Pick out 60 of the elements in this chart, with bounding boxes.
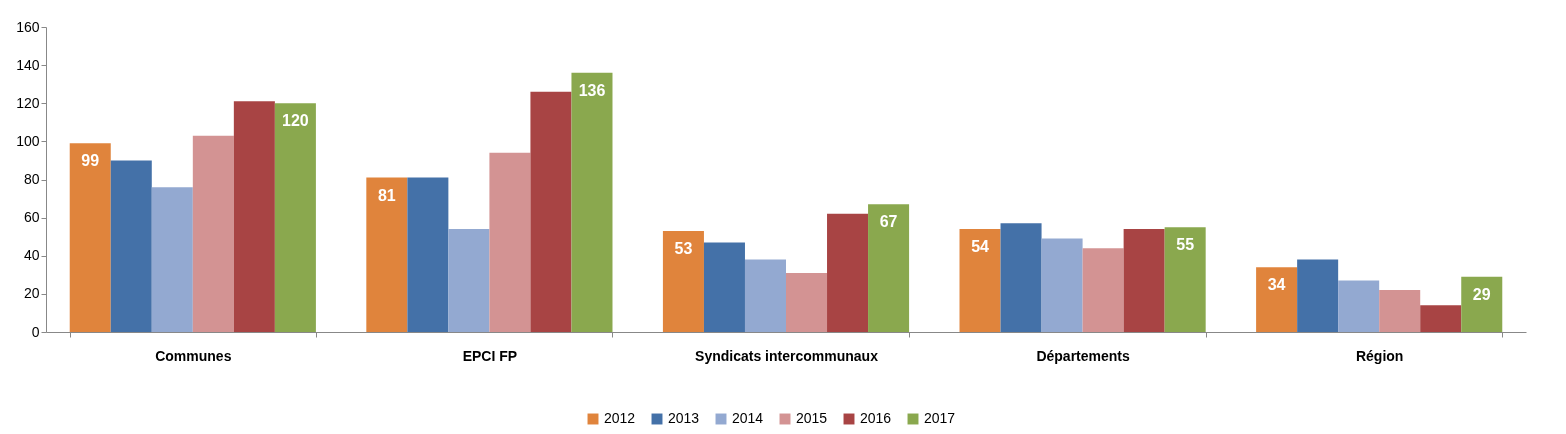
bar xyxy=(744,259,786,332)
x-tick-label: Communes xyxy=(155,347,232,364)
data-label: 55 xyxy=(1176,236,1195,254)
data-label: 120 xyxy=(282,112,309,130)
y-tick-label: 100 xyxy=(16,132,40,149)
y-tick-label: 20 xyxy=(23,285,40,302)
bar xyxy=(233,101,275,332)
bar xyxy=(192,135,234,332)
bar xyxy=(703,242,745,332)
legend-label: 2016 xyxy=(860,410,892,426)
y-tick-label: 80 xyxy=(23,171,40,187)
data-label: 99 xyxy=(81,152,100,170)
data-label: 29 xyxy=(1472,285,1491,303)
bar xyxy=(274,103,316,332)
x-tick-label: EPCI FP xyxy=(462,347,518,364)
bar xyxy=(1041,238,1083,332)
bar xyxy=(1461,276,1503,332)
bar xyxy=(1164,227,1206,332)
data-label: 67 xyxy=(879,213,898,231)
x-tick-label: Départements xyxy=(1036,347,1130,364)
bar xyxy=(1123,229,1165,332)
y-tick-label: 0 xyxy=(31,323,40,340)
legend-label: 2012 xyxy=(604,410,636,426)
x-tick-label: Région xyxy=(1355,347,1404,364)
data-label: 34 xyxy=(1267,276,1286,294)
bar xyxy=(489,152,531,332)
bar xyxy=(1338,280,1380,332)
y-tick-label: 160 xyxy=(16,18,40,35)
legend-label: 2017 xyxy=(924,410,956,426)
y-tick-label: 140 xyxy=(16,56,40,73)
bar xyxy=(959,229,1001,332)
data-label: 81 xyxy=(377,186,396,204)
y-tick-label: 60 xyxy=(23,209,40,226)
bar xyxy=(662,230,704,332)
legend-label: 2013 xyxy=(668,410,700,426)
bar xyxy=(1297,259,1339,332)
y-tick-label: 40 xyxy=(23,247,40,264)
bar xyxy=(530,91,572,332)
legend-label: 2015 xyxy=(796,410,828,426)
bar xyxy=(868,204,910,332)
y-tick-label: 120 xyxy=(16,94,40,111)
bar xyxy=(69,143,111,332)
data-label: 136 xyxy=(578,81,606,99)
bar xyxy=(1082,248,1124,332)
legend-label: 2014 xyxy=(732,410,764,426)
bar xyxy=(407,177,449,332)
bar xyxy=(1256,267,1298,332)
bar xyxy=(571,72,613,332)
data-label: 53 xyxy=(674,239,693,257)
bar xyxy=(1379,290,1421,332)
x-tick-label: Syndicats intercommunaux xyxy=(695,347,879,364)
bar xyxy=(1000,223,1042,332)
bar xyxy=(366,177,408,332)
bar xyxy=(151,187,193,332)
bar xyxy=(786,272,828,332)
bar xyxy=(110,160,152,332)
bar xyxy=(448,229,490,332)
bar xyxy=(1420,305,1462,332)
data-label: 54 xyxy=(971,238,990,256)
bar xyxy=(827,213,869,332)
